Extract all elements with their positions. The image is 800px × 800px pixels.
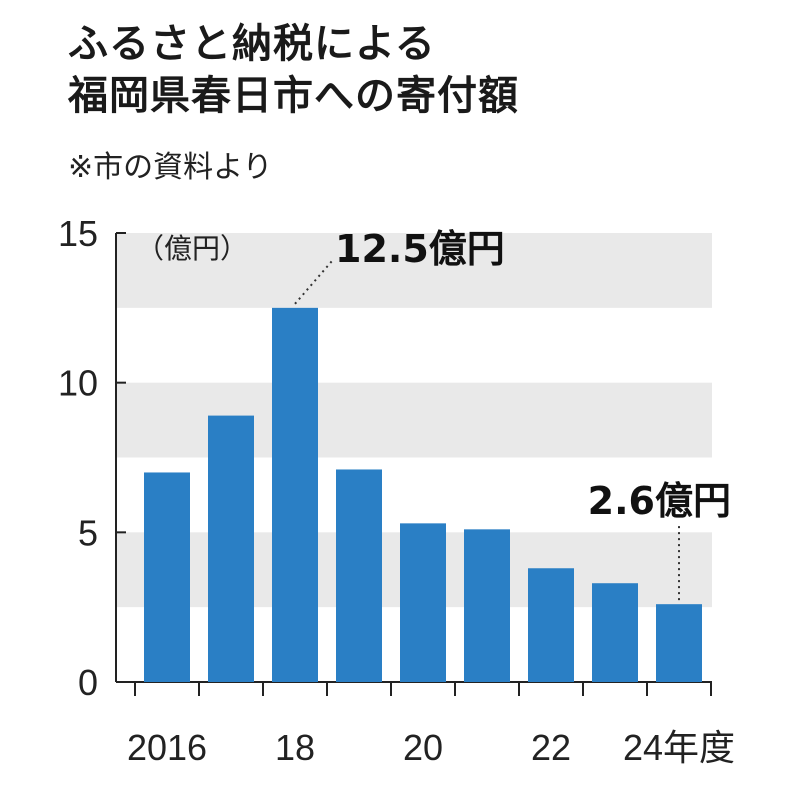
y-tick-label-10: 10 bbox=[58, 363, 98, 404]
x-tick-label-0: 2016 bbox=[127, 727, 207, 768]
y-axis-unit: （億円） bbox=[136, 232, 248, 265]
bar-2018 bbox=[272, 307, 318, 682]
source-note: ※市の資料より bbox=[68, 150, 273, 185]
bar-2021 bbox=[464, 529, 510, 682]
chart-title-line1: ふるさと納税による bbox=[68, 21, 436, 67]
y-tick-label-0: 0 bbox=[78, 662, 98, 703]
bar-2024 bbox=[656, 604, 702, 682]
y-tick-label-15: 15 bbox=[58, 213, 98, 254]
band-2 bbox=[116, 233, 712, 308]
annotations: 12.5億円 2.6億円 bbox=[294, 227, 731, 601]
bar-2022 bbox=[528, 568, 574, 682]
annotation-label-1: 2.6億円 bbox=[588, 479, 731, 523]
bar-2016 bbox=[144, 472, 190, 682]
bar-2019 bbox=[336, 469, 382, 682]
bar-2017 bbox=[208, 415, 254, 682]
tick-labels: 0 5 10 15 2016 18 20 22 24年度 （億円） bbox=[58, 213, 735, 768]
annotation-leader-0 bbox=[294, 259, 334, 305]
band-1 bbox=[116, 382, 712, 458]
x-tick-label-4: 20 bbox=[403, 727, 443, 768]
chart-title-line2: 福岡県春日市への寄付額 bbox=[68, 73, 519, 119]
bars bbox=[144, 307, 702, 682]
x-tick-label-2: 18 bbox=[275, 727, 315, 768]
x-tick-label-8: 24年度 bbox=[623, 727, 735, 768]
y-tick-label-5: 5 bbox=[78, 512, 98, 553]
x-tick-label-6: 22 bbox=[531, 727, 571, 768]
bar-2023 bbox=[592, 583, 638, 682]
bar-2020 bbox=[400, 523, 446, 682]
chart-title: ふるさと納税による 福岡県春日市への寄付額 bbox=[68, 18, 519, 122]
annotation-label-0: 12.5億円 bbox=[335, 227, 505, 271]
